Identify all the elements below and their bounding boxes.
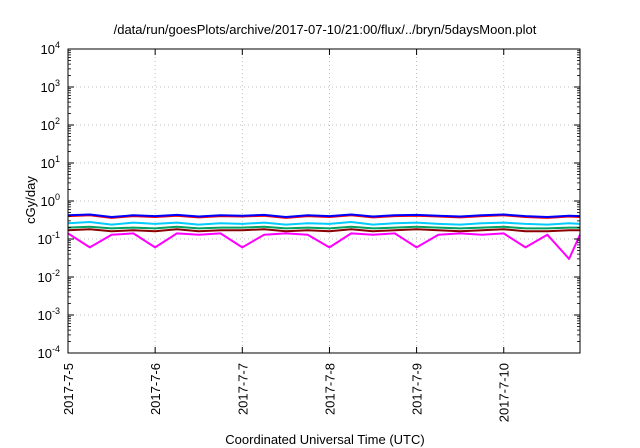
x-tick-label: 2017-7-8 (322, 363, 337, 415)
x-tick-labels: 2017-7-5 2017-7-6 2017-7-7 2017-7-8 2017-7-9… (61, 363, 512, 422)
ticks (67, 48, 580, 354)
y-tick-label: 104 (41, 40, 60, 57)
x-tick-label: 2017-7-9 (410, 363, 425, 415)
grid (68, 49, 580, 353)
y-tick-label: 103 (41, 78, 60, 95)
x-tick-label: 2017-7-5 (61, 363, 76, 415)
series-line-5 (67, 228, 580, 233)
y-tick-label: 10-3 (38, 306, 60, 323)
y-tick-label: 102 (41, 116, 60, 133)
series-line-3 (67, 221, 581, 226)
y-tick-labels: 104 103 102 101 100 10-1 10-2 10-3 10-4 (38, 40, 60, 361)
x-axis-label: Coordinated Universal Time (UTC) (225, 432, 424, 447)
x-tick-label: 2017-7-7 (235, 363, 250, 415)
chart-title: /data/run/goesPlots/archive/2017-07-10/2… (114, 22, 537, 37)
y-tick-label: 10-1 (38, 230, 60, 247)
y-axis-label: cGy/day (23, 176, 38, 224)
series-line-6 (67, 232, 581, 260)
y-tick-label: 10-4 (38, 344, 60, 361)
y-tick-label: 101 (41, 154, 60, 171)
x-tick-label: 2017-7-6 (148, 363, 163, 415)
series-line-2 (67, 213, 581, 218)
x-tick-label: 2017-7-10 (497, 363, 512, 422)
series-layer (67, 213, 581, 260)
y-tick-label: 100 (41, 192, 60, 209)
series-line-4 (67, 225, 580, 230)
y-tick-label: 10-2 (38, 268, 60, 285)
